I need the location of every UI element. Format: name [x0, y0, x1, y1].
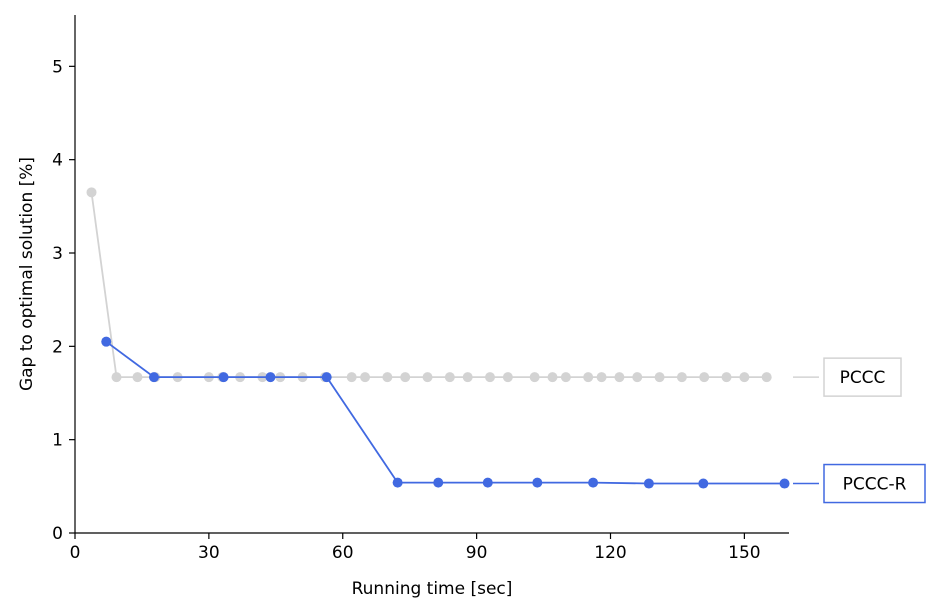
y-axis-title: Gap to optimal solution [%] — [17, 157, 37, 391]
data-point-pccc — [422, 372, 433, 383]
series-line-pccc-r — [105, 340, 785, 485]
data-point-pccc — [676, 372, 687, 383]
data-point-pccc — [462, 372, 473, 383]
series-pccc-r — [101, 336, 790, 489]
series-pccc — [86, 187, 772, 383]
data-point-pccc-r — [392, 477, 403, 488]
data-point-pccc-r — [321, 372, 332, 383]
x-tick-label: 30 — [198, 543, 220, 563]
legend-box-pccc — [823, 357, 902, 397]
data-point-pccc — [654, 372, 665, 383]
data-point-pccc-r — [148, 372, 159, 383]
y-tick-label: 0 — [52, 524, 63, 544]
legend-box-pccc-r — [823, 463, 926, 504]
series — [86, 187, 790, 489]
data-point-pccc — [400, 372, 411, 383]
data-point-pccc-r — [532, 477, 543, 488]
ticks: 0 30 60 90 120 150 0 1 2 3 4 5 — [52, 57, 760, 563]
x-tick-label: 120 — [594, 543, 626, 563]
data-point-pccc — [614, 372, 625, 383]
data-point-pccc — [485, 372, 496, 383]
data-point-pccc-r — [265, 372, 276, 383]
data-point-pccc — [360, 372, 371, 383]
axes — [74, 15, 789, 534]
x-axis-title: Running time [sec] — [352, 579, 513, 599]
data-point-pccc — [132, 372, 143, 383]
y-tick-label: 2 — [52, 337, 63, 357]
data-point-pccc-r — [698, 478, 709, 489]
data-point-pccc-r — [101, 336, 112, 347]
data-point-pccc — [596, 372, 607, 383]
data-point-pccc — [529, 372, 540, 383]
data-point-pccc-r — [218, 372, 229, 383]
legend: PCCC PCCC-R — [793, 357, 926, 504]
x-tick-label: 150 — [728, 543, 760, 563]
data-point-pccc-r — [779, 478, 790, 489]
y-tick-label: 4 — [52, 151, 63, 171]
data-point-pccc — [346, 372, 357, 383]
data-point-pccc — [739, 372, 750, 383]
data-point-pccc — [761, 372, 772, 383]
y-tick-label: 3 — [52, 244, 63, 264]
data-point-pccc-r — [482, 477, 493, 488]
series-line-pccc — [90, 192, 767, 379]
data-point-pccc — [699, 372, 710, 383]
x-tick-label: 0 — [70, 543, 81, 563]
x-tick-label: 60 — [332, 543, 354, 563]
data-point-pccc — [86, 187, 97, 198]
data-point-pccc — [111, 372, 122, 383]
data-point-pccc-r — [588, 477, 599, 488]
data-point-pccc-r — [433, 477, 444, 488]
data-point-pccc — [382, 372, 393, 383]
data-point-pccc — [721, 372, 732, 383]
data-point-pccc — [547, 372, 558, 383]
data-point-pccc — [583, 372, 594, 383]
x-tick-label: 90 — [466, 543, 488, 563]
legend-label-pccc: PCCC — [840, 368, 886, 388]
y-tick-label: 5 — [52, 57, 63, 77]
data-point-pccc — [444, 372, 455, 383]
data-point-pccc — [632, 372, 643, 383]
y-tick-label: 1 — [52, 431, 63, 451]
data-point-pccc — [560, 372, 571, 383]
data-point-pccc-r — [643, 478, 654, 489]
data-point-pccc — [502, 372, 513, 383]
legend-label-pccc-r: PCCC-R — [843, 475, 907, 495]
